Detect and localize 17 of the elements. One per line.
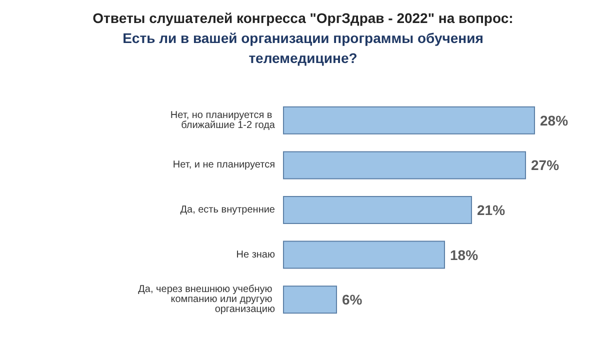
- y-tick-label: Да, через внешнюю учебную компанию или другую организацию: [138, 284, 276, 316]
- chart-title: Ответы слушателей конгресса "ОргЗдрав - 2022" на вопрос:: [92, 10, 514, 26]
- bar: [283, 286, 337, 314]
- data-label: 6%: [342, 292, 363, 308]
- bar: [283, 196, 472, 224]
- y-tick-label: Нет, но планируется в ближайшие 1-2 года: [170, 110, 276, 131]
- data-label: 28%: [540, 112, 569, 128]
- bar: [283, 240, 445, 269]
- bar: [283, 151, 526, 180]
- y-tick-label: Да, есть внутренние: [180, 204, 276, 216]
- bar: [283, 106, 535, 134]
- y-tick-label: Нет, и не планируется: [172, 160, 275, 171]
- data-label: 18%: [450, 246, 479, 263]
- data-label: 27%: [531, 157, 560, 174]
- data-label: 21%: [477, 202, 506, 218]
- y-tick-label: Не знаю: [236, 249, 276, 260]
- chart-subtitle: Есть ли в вашей организации программы обучения телемедицине?: [122, 30, 484, 66]
